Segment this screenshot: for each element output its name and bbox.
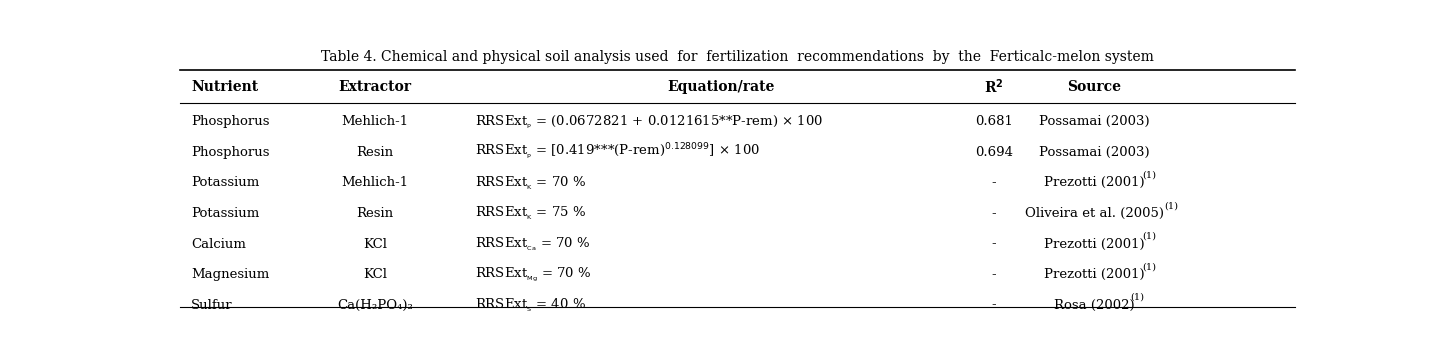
Text: (1): (1) [1130,293,1144,302]
Text: -: - [991,177,996,190]
Text: Source: Source [1068,80,1121,94]
Text: KCl: KCl [363,268,387,281]
Text: Nutrient: Nutrient [191,80,258,94]
Text: Phosphorus: Phosphorus [191,115,269,128]
Text: Oliveira et al. (2005): Oliveira et al. (2005) [1025,207,1164,220]
Text: Equation/rate: Equation/rate [668,80,774,94]
Text: (1): (1) [1143,263,1157,271]
Text: RRSExt$_{\mathrm{_{Mg}}}$ = 70 %: RRSExt$_{\mathrm{_{Mg}}}$ = 70 % [475,265,591,284]
Text: RRSExt$_{\mathrm{_P}}$ = (0.0672821 + 0.0121615**P-rem) × 100: RRSExt$_{\mathrm{_P}}$ = (0.0672821 + 0.… [475,113,823,131]
Text: KCl: KCl [363,238,387,251]
Text: Possamai (2003): Possamai (2003) [1039,146,1150,159]
Text: Prezotti (2001): Prezotti (2001) [1045,238,1144,251]
Text: Sulfur: Sulfur [191,299,233,312]
Text: Phosphorus: Phosphorus [191,146,269,159]
Text: -: - [991,238,996,251]
Text: (1): (1) [1143,232,1157,241]
Text: Table 4. Chemical and physical soil analysis used  for  fertilization  recommend: Table 4. Chemical and physical soil anal… [321,50,1154,64]
Text: -: - [991,268,996,281]
Text: Mehlich-1: Mehlich-1 [341,177,409,190]
Text: RRSExt$_{\mathrm{_K}}$ = 75 %: RRSExt$_{\mathrm{_K}}$ = 75 % [475,205,587,222]
Text: (1): (1) [1143,171,1157,180]
Text: Possamai (2003): Possamai (2003) [1039,115,1150,128]
Text: Calcium: Calcium [191,238,246,251]
Text: Potassium: Potassium [191,207,259,220]
Text: Resin: Resin [357,146,394,159]
Text: Prezotti (2001): Prezotti (2001) [1045,177,1144,190]
Text: R$^{\mathbf{2}}$: R$^{\mathbf{2}}$ [984,78,1004,96]
Text: RRSExt$_{\mathrm{_{Ca}}}$ = 70 %: RRSExt$_{\mathrm{_{Ca}}}$ = 70 % [475,235,590,253]
Text: 0.681: 0.681 [976,115,1013,128]
Text: Resin: Resin [357,207,394,220]
Text: -: - [991,299,996,312]
Text: RRSExt$_{\mathrm{_K}}$ = 70 %: RRSExt$_{\mathrm{_K}}$ = 70 % [475,174,587,192]
Text: Prezotti (2001): Prezotti (2001) [1045,268,1144,281]
Text: Extractor: Extractor [338,80,412,94]
Text: RRSExt$_{\mathrm{_P}}$ = [0.419***(P-rem)$^{0.128099}$] × 100: RRSExt$_{\mathrm{_P}}$ = [0.419***(P-rem… [475,142,760,163]
Text: 0.694: 0.694 [976,146,1013,159]
Text: (1): (1) [1164,201,1179,210]
Text: Potassium: Potassium [191,177,259,190]
Text: Mehlich-1: Mehlich-1 [341,115,409,128]
Text: -: - [991,207,996,220]
Text: Rosa (2002): Rosa (2002) [1053,299,1135,312]
Text: Magnesium: Magnesium [191,268,269,281]
Text: RRSExt$_{\mathrm{_S}}$ = 40 %: RRSExt$_{\mathrm{_S}}$ = 40 % [475,296,586,314]
Text: Ca(H₂PO₄)₂: Ca(H₂PO₄)₂ [337,299,413,312]
